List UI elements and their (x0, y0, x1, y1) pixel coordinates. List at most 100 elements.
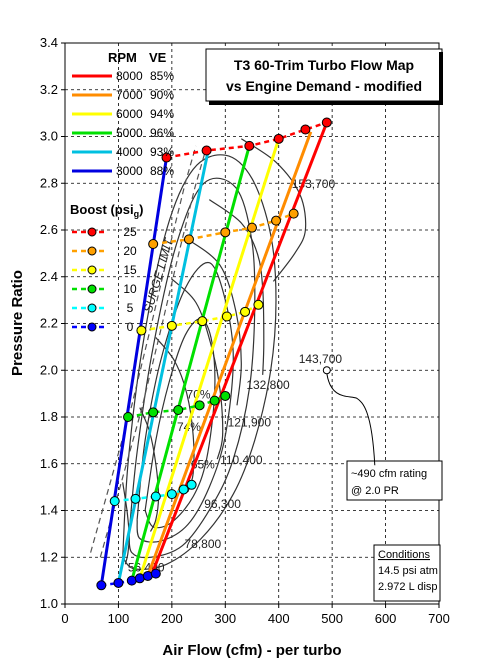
boost-marker-15 (253, 299, 264, 310)
rating-annotation-box (346, 460, 443, 501)
rpm-line-6000 (138, 138, 281, 579)
chart-title-line-2: vs Engine Demand - modified (226, 78, 422, 94)
y-tick-label: 2.4 (40, 269, 58, 284)
y-tick-label: 1.8 (40, 409, 58, 424)
boost-marker-20 (148, 239, 159, 250)
speed-line-label: 132,800 (246, 378, 290, 392)
legend-boost-label-20: 20 (123, 244, 137, 258)
boost-marker-25 (273, 133, 284, 144)
y-tick-label: 3.4 (40, 35, 58, 50)
legend-ve-header: VE (149, 50, 167, 65)
rpm-line-3000 (99, 157, 168, 586)
rating-point (322, 366, 331, 375)
legend-rpm-header: RPM (108, 50, 137, 65)
legend-boost-label-10: 10 (123, 282, 137, 296)
boost-marker-10 (194, 400, 205, 411)
boost-marker-25 (321, 117, 332, 128)
speed-line-label: 121,900 (228, 415, 272, 429)
boost-marker-5 (150, 491, 161, 502)
legend-boost-label-5: 5 (127, 301, 134, 315)
y-tick-label: 3.2 (40, 82, 58, 97)
legend-boost-marker-15 (87, 265, 97, 275)
boost-marker-25 (201, 145, 212, 156)
legend-boost-marker-5 (87, 303, 97, 313)
x-tick-label: 300 (214, 611, 236, 626)
boost-marker-20 (220, 227, 231, 238)
surge-line (99, 150, 207, 558)
boost-markers (96, 117, 332, 591)
rating-annotation: ~490 cfm rating @ 2.0 PR (322, 366, 443, 501)
y-tick-label: 2.2 (40, 316, 58, 331)
legend-boost-marker-25 (87, 227, 97, 237)
y-tick-label: 2.8 (40, 175, 58, 190)
legend-rpm-label-8000: 8000 (116, 69, 143, 83)
y-tick-label: 2.6 (40, 222, 58, 237)
rpm-line-4000 (116, 150, 210, 584)
y-tick-label: 2.0 (40, 362, 58, 377)
legend-rpm-label-4000: 4000 (116, 145, 143, 159)
rating-annotation-line-2: @ 2.0 PR (351, 485, 399, 497)
x-tick-label: 600 (375, 611, 397, 626)
legend-ve-label-3000: 88% (150, 164, 174, 178)
boost-marker-0 (96, 580, 107, 591)
y-tick-label: 3.0 (40, 129, 58, 144)
boost-marker-0 (150, 568, 161, 579)
legend-ve-label-7000: 90% (150, 88, 174, 102)
legend-rpm-label-5000: 5000 (116, 126, 143, 140)
chart-title-line-1: T3 60-Trim Turbo Flow Map (234, 57, 414, 73)
boost-line-5 (114, 483, 193, 503)
legend-boost-label-0: 0 (127, 320, 134, 334)
speed-line-label: 96,300 (204, 497, 241, 511)
rpm-line-7000 (146, 131, 313, 577)
legend-boost-marker-0 (87, 322, 97, 332)
x-tick-label: 100 (108, 611, 130, 626)
x-tick-label: 0 (61, 611, 68, 626)
boost-marker-25 (244, 140, 255, 151)
boost-marker-5 (186, 479, 197, 490)
rating-annotation-line-1: ~490 cfm rating (351, 468, 427, 480)
boost-marker-5 (109, 496, 120, 507)
legend-boost-marker-10 (87, 284, 97, 294)
boost-marker-20 (247, 222, 257, 233)
speed-line-label: 110,400 (220, 453, 263, 467)
boost-marker-5 (166, 489, 177, 500)
legend-ve-label-4000: 93% (150, 145, 174, 159)
y-tick-label: 1.0 (40, 596, 58, 611)
boost-marker-15 (221, 311, 232, 322)
boost-marker-10 (123, 412, 134, 422)
y-tick-label: 1.4 (40, 503, 58, 518)
conditions-title: Conditions (378, 549, 430, 561)
legend-rpm-label-7000: 7000 (116, 88, 143, 102)
legend-boost-label-25: 25 (123, 225, 137, 239)
legend-rpm-label-6000: 6000 (116, 107, 143, 121)
title-box: T3 60-Trim Turbo Flow Map vs Engine Dema… (205, 48, 443, 105)
rpm-line-5000 (130, 145, 251, 581)
boost-marker-10 (173, 404, 184, 415)
rpm-line-8000 (150, 121, 329, 575)
boost-marker-15 (136, 325, 147, 336)
rpm-lines (99, 121, 329, 586)
x-tick-label: 400 (268, 611, 290, 626)
x-tick-label: 200 (161, 611, 183, 626)
conditions-line-2: 2.972 L disp (378, 581, 438, 593)
y-axis-label: Pressure Ratio (9, 270, 26, 376)
y-tick-label: 1.6 (40, 456, 58, 471)
boost-marker-25 (300, 124, 311, 135)
speed-line-label: 143,700 (299, 352, 343, 366)
legend-ve-label-5000: 96% (150, 126, 174, 140)
legend: RPM VE Boost (psig) 8000 85% 7000 90% 6000 94… (70, 50, 174, 334)
boost-marker-15 (197, 316, 208, 327)
legend-boost-label-15: 15 (123, 263, 137, 277)
x-axis-label: Air Flow (cfm) - per turbo (162, 642, 341, 659)
boost-line-15 (141, 303, 259, 332)
x-axis-ticks: 0 100 200 300 400 500 600 700 (61, 604, 450, 626)
x-tick-label: 500 (321, 611, 343, 626)
legend-ve-label-8000: 85% (150, 69, 174, 83)
boost-marker-20 (183, 234, 194, 245)
conditions-line-1: 14.5 psi atm (378, 565, 438, 577)
legend-boost-marker-20 (87, 246, 97, 256)
boost-marker-15 (240, 306, 251, 317)
legend-boost-header: Boost (psig) (70, 202, 143, 219)
boost-marker-25 (161, 152, 172, 163)
